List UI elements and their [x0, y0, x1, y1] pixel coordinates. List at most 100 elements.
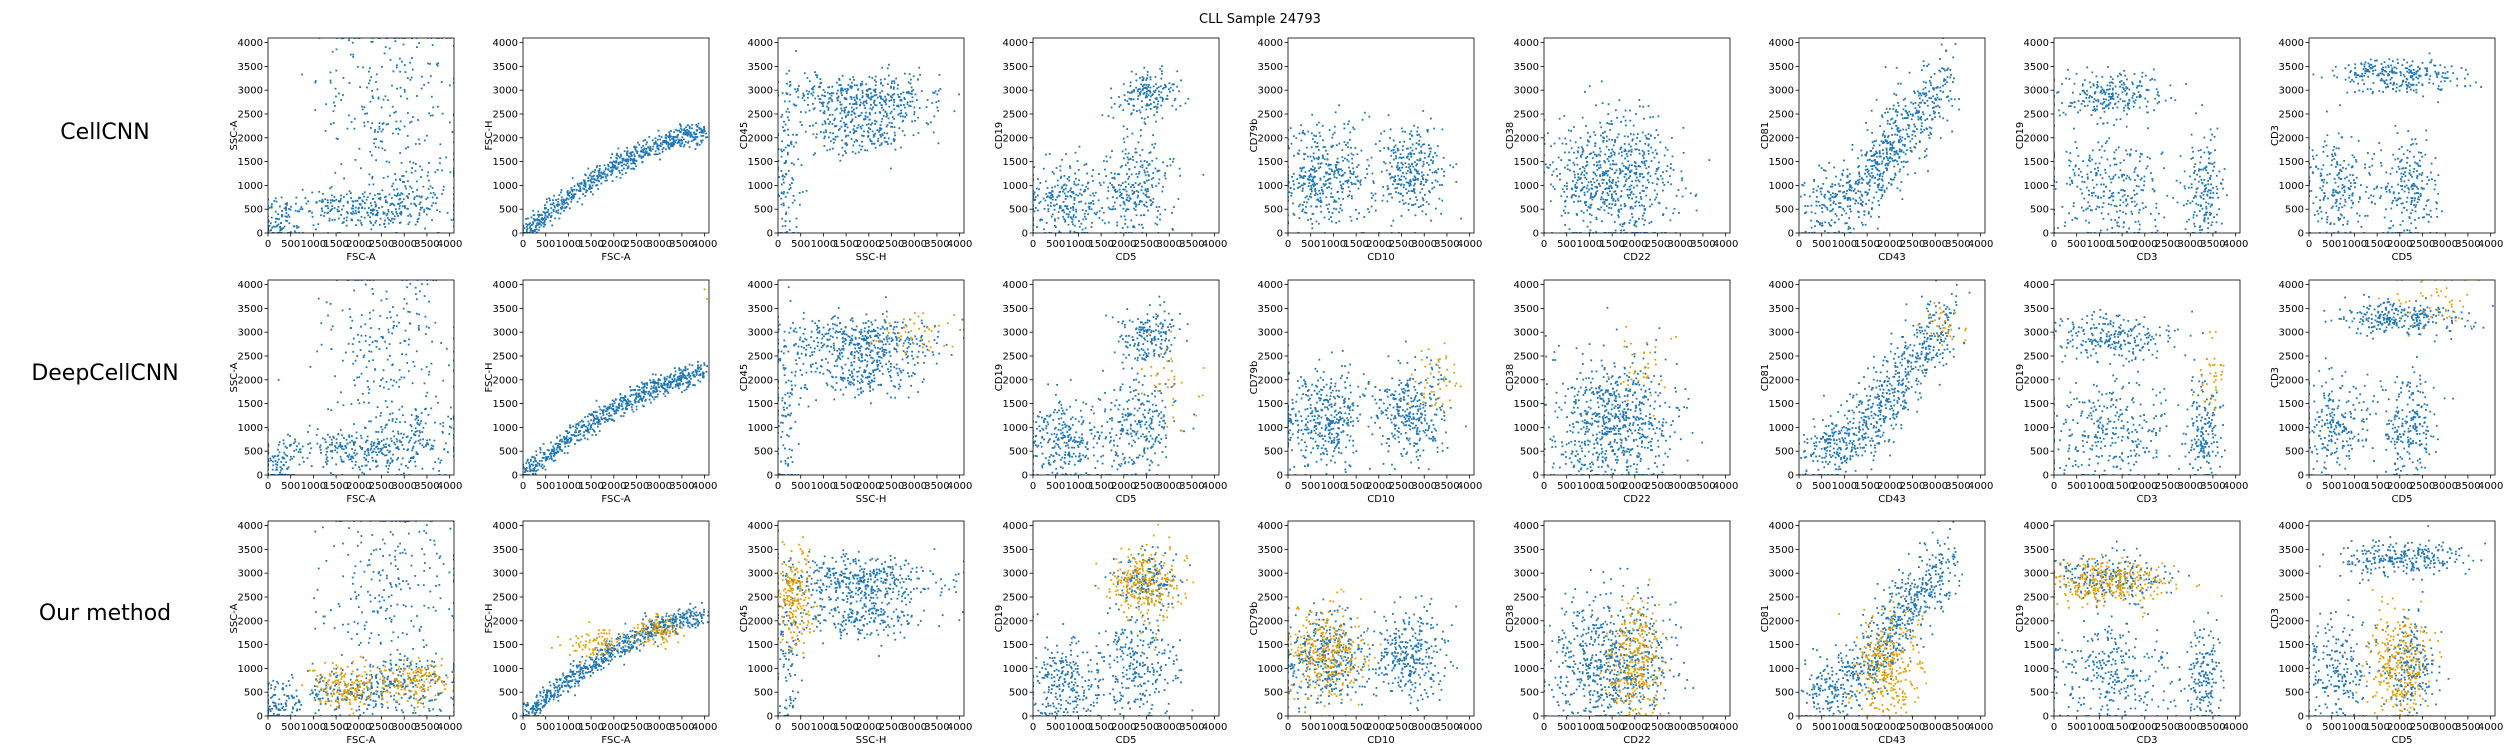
cell-point — [1356, 153, 1359, 156]
y-tick-label: 2000 — [1003, 133, 1028, 144]
cell-point — [691, 127, 693, 130]
cell-point — [1623, 185, 1625, 188]
cell-point — [352, 53, 355, 56]
cell-point — [1892, 108, 1895, 110]
cell-point — [337, 205, 340, 208]
cell-point — [1585, 201, 1588, 203]
cell-point — [1634, 201, 1637, 204]
cell-point — [856, 97, 859, 100]
cell-point — [1113, 201, 1116, 204]
x-axis-label: CD22 — [1623, 252, 1650, 263]
cell-point — [1073, 214, 1075, 217]
cell-point — [1913, 90, 1915, 93]
cell-point — [1059, 177, 1062, 179]
cell-point — [1422, 163, 1425, 166]
cell-point — [785, 211, 788, 214]
cell-point — [587, 177, 590, 179]
cell-point — [664, 136, 667, 139]
cell-point — [332, 110, 335, 113]
cell-point — [823, 120, 826, 123]
cell-point — [326, 212, 329, 214]
cell-point — [1934, 111, 1936, 114]
cell-point — [1128, 97, 1131, 100]
cell-point — [1317, 156, 1320, 159]
cell-point — [1147, 89, 1149, 92]
cell-point — [1625, 173, 1628, 176]
cell-point — [1579, 137, 1582, 139]
cell-point — [384, 219, 386, 222]
cell-point — [814, 71, 816, 73]
cell-point — [1318, 131, 1321, 134]
cell-point — [1643, 153, 1646, 156]
cell-point — [857, 115, 860, 117]
cell-point — [1400, 215, 1403, 217]
cell-point — [634, 147, 637, 150]
cell-point — [625, 164, 627, 167]
cell-point — [697, 122, 700, 125]
cell-point — [1630, 145, 1632, 148]
cell-point — [890, 86, 892, 89]
cell-point — [1869, 184, 1871, 187]
cell-point — [374, 201, 376, 203]
cell-point — [1314, 184, 1317, 186]
y-tick-label: 2000 — [238, 133, 263, 144]
cell-point — [1432, 160, 1434, 163]
cell-point — [1646, 232, 1648, 233]
cell-point — [810, 87, 813, 90]
cell-point — [1134, 182, 1137, 184]
cell-point — [1613, 191, 1616, 193]
cell-point — [785, 110, 788, 113]
cell-point — [414, 170, 417, 172]
x-tick-label: 3500 — [1690, 239, 1715, 250]
cell-point — [787, 134, 790, 136]
cell-point — [864, 149, 866, 152]
cell-point — [1144, 174, 1147, 177]
cell-point — [820, 131, 822, 133]
cell-point — [1298, 205, 1300, 208]
cell-point — [1293, 188, 1296, 191]
cell-point — [1409, 170, 1412, 173]
cell-point — [1634, 165, 1636, 167]
cell-point — [694, 148, 697, 150]
cell-point — [417, 217, 420, 220]
cell-point — [1599, 166, 1602, 169]
cell-point — [398, 207, 401, 210]
cell-point — [412, 161, 415, 164]
cell-point — [1406, 156, 1408, 159]
cell-point — [1129, 198, 1132, 200]
cell-point — [1429, 191, 1431, 194]
cell-point — [613, 166, 615, 169]
cell-point — [1591, 187, 1594, 190]
cell-point — [582, 187, 585, 190]
cell-point — [866, 90, 869, 92]
cell-point — [1146, 77, 1148, 80]
cell-point — [667, 146, 670, 149]
cell-point — [1413, 124, 1415, 127]
cell-point — [1297, 186, 1299, 189]
cell-point — [1327, 163, 1330, 166]
cell-point — [865, 123, 868, 126]
cell-point — [1580, 210, 1583, 212]
cell-point — [850, 98, 853, 100]
cell-point — [1352, 126, 1354, 129]
cell-point — [1323, 216, 1326, 219]
cell-point — [528, 223, 531, 226]
cell-point — [1349, 170, 1351, 172]
cell-point — [1412, 204, 1415, 206]
cell-point — [1615, 163, 1618, 166]
cell-point — [1581, 151, 1584, 153]
cell-point — [1391, 183, 1394, 186]
cell-point — [1288, 145, 1289, 147]
cell-point — [796, 134, 798, 136]
cell-point — [1595, 154, 1598, 157]
cell-point — [539, 222, 541, 225]
cell-point — [1085, 232, 1088, 233]
cell-point — [852, 103, 855, 105]
cell-point — [289, 208, 292, 211]
cell-point — [859, 104, 861, 107]
cell-point — [1892, 178, 1895, 181]
cell-point — [1288, 170, 1289, 173]
cell-point — [1176, 85, 1178, 88]
cell-point — [1564, 232, 1567, 233]
cell-point — [1440, 212, 1442, 215]
